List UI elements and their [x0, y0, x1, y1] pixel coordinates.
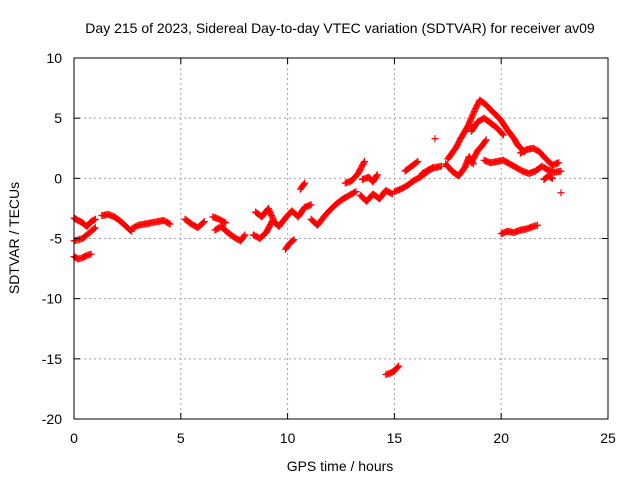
y-tick-label: -10: [42, 291, 62, 307]
y-tick-label: -5: [50, 231, 63, 247]
data-point: [360, 159, 368, 167]
data-point: [300, 180, 308, 188]
data-point: [413, 158, 421, 166]
data-point: [431, 135, 439, 143]
x-tick-label: 25: [600, 430, 616, 446]
data-point: [240, 232, 248, 240]
data-point: [351, 188, 359, 196]
data-point: [166, 220, 174, 228]
data-point: [373, 172, 381, 180]
x-tick-label: 20: [493, 430, 509, 446]
data-point: [199, 219, 207, 227]
data-point: [498, 130, 506, 138]
y-axis-label: SDTVAR / TECUs: [6, 182, 22, 294]
x-tick-label: 10: [280, 430, 296, 446]
y-tick-label: 10: [46, 50, 62, 66]
data-point: [290, 236, 298, 244]
data-point: [481, 137, 489, 145]
data-point: [394, 363, 402, 371]
data-point: [87, 250, 95, 258]
data-point: [437, 162, 445, 170]
data-point: [555, 159, 563, 167]
data-point: [548, 174, 556, 182]
data-point: [499, 131, 507, 139]
data-point: [557, 189, 565, 197]
data-point: [352, 188, 360, 196]
data-point: [534, 221, 542, 229]
data-point: [301, 179, 309, 187]
data-point: [360, 157, 368, 165]
data-point: [373, 171, 381, 179]
y-tick-label: 0: [54, 170, 62, 186]
data-point: [91, 215, 99, 223]
x-tick-label: 15: [387, 430, 403, 446]
data-point: [271, 219, 279, 227]
x-axis-label: GPS time / hours: [287, 458, 394, 474]
x-tick-label: 0: [70, 430, 78, 446]
data-point: [91, 224, 99, 232]
data-point: [222, 219, 230, 227]
data-point: [395, 362, 403, 370]
x-tick-label: 5: [177, 430, 185, 446]
y-tick-labels: -20 -15 -10 -5 0 5 10: [42, 50, 62, 427]
data-point: [547, 174, 555, 182]
y-tick-label: -20: [42, 411, 62, 427]
x-tick-labels: 0 5 10 15 20 25: [70, 430, 616, 446]
data-point: [289, 237, 297, 245]
data-point: [557, 167, 565, 175]
data-point: [241, 231, 249, 239]
data-points: [70, 96, 565, 378]
data-point: [165, 219, 173, 227]
grid-lines: [74, 58, 608, 419]
data-point: [387, 189, 395, 197]
data-point: [270, 217, 278, 225]
data-point: [220, 218, 228, 226]
data-point: [200, 218, 208, 226]
data-point: [414, 157, 422, 165]
chart-title: Day 215 of 2023, Sidereal Day-to-day VTE…: [85, 20, 595, 36]
data-point: [307, 201, 315, 209]
data-point: [482, 136, 490, 144]
plot-frame: [73, 57, 609, 420]
data-point: [90, 225, 98, 233]
data-point: [90, 216, 98, 224]
y-tick-label: -15: [42, 351, 62, 367]
y-tick-label: 5: [54, 110, 62, 126]
